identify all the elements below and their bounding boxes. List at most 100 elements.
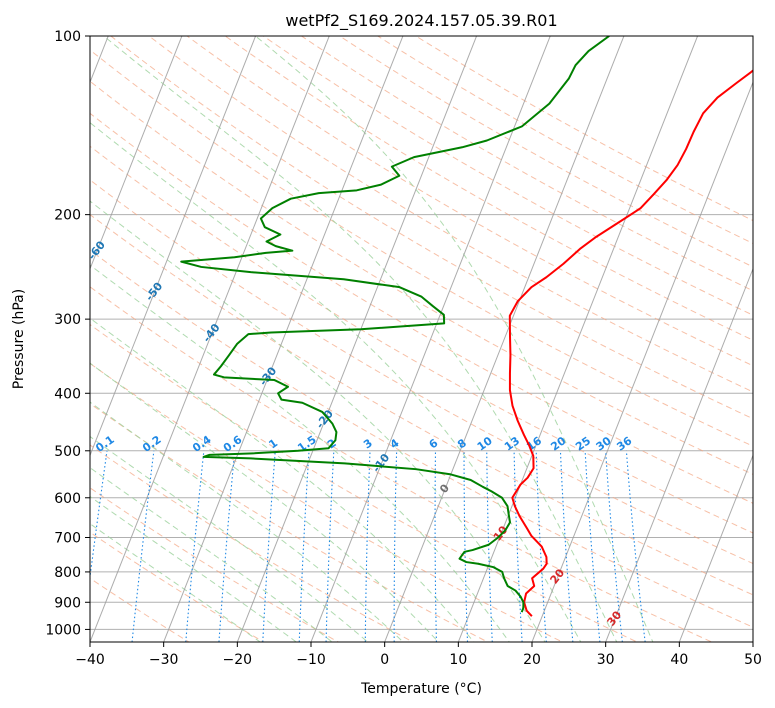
dry-adiabat [262,36,753,316]
mixing-ratio-line [364,450,371,642]
dry-adiabat [90,112,753,504]
dry-adiabat [414,36,753,222]
dry-adiabat [90,444,415,642]
isotherm-line [384,36,625,642]
moist-adiabat [90,435,369,642]
y-tick-label: 100 [54,29,81,45]
isotherm-line [605,267,753,642]
moist-adiabat [90,467,333,642]
isotherm-label: -70 [28,198,51,222]
mixing-ratio-line [486,450,493,642]
moist-adiabat [103,36,618,642]
y-tick-label: 200 [54,208,81,224]
mixing-ratio-label: 4 [388,436,402,451]
dry-adiabat [186,36,753,367]
dry-adiabat [90,323,639,642]
dry-adiabat [300,36,753,292]
x-tick-label: −10 [296,652,326,668]
isotherm-line [752,640,753,642]
moist-adiabat [90,523,262,642]
dry-adiabats [90,36,753,642]
chart-title: wetPf2_S169.2024.157.05.39.R01 [285,11,557,31]
mixing-ratio-label: 8 [455,436,469,451]
moist-adiabat [90,401,404,642]
isotherm-label: 0 [437,481,452,495]
y-tick-label: 400 [54,386,81,402]
mixing-ratio-line [434,450,437,642]
mixing-ratio-label: 3 [361,436,375,451]
y-tick-label: 800 [54,565,81,581]
dry-adiabat [90,402,489,642]
y-tick-label: 500 [54,444,81,460]
isotherm-line [90,36,257,457]
dewpoint-profile [180,36,610,613]
x-axis-label: Temperature (°C) [360,681,482,697]
y-tick-label: 900 [54,595,81,611]
dry-adiabat [90,286,713,642]
isotherm-line [163,36,404,642]
isotherm-line [236,36,478,642]
x-tick-label: 30 [597,652,615,668]
mixing-ratio-line [185,450,205,642]
y-tick-label: 600 [54,491,81,507]
moist-adiabat [90,317,475,642]
moist-adiabat [90,264,510,642]
dry-adiabat [90,49,753,447]
x-tick-label: 40 [670,652,688,668]
isotherm-line [678,454,753,642]
mixing-ratio-line [535,450,547,642]
dry-adiabat [90,80,753,475]
isotherm-line [457,36,699,642]
pressure-gridlines [90,36,753,630]
isotherm-line [310,36,551,642]
mixing-ratio-line [325,450,335,642]
moist-adiabat [255,36,654,642]
isotherm-label: -30 [257,364,280,388]
mixing-ratio-line [393,450,398,642]
x-tick-label: 20 [523,652,541,668]
mixing-ratio-label: 0.1 [93,433,116,455]
x-tick-label: −20 [223,652,253,668]
isotherm-label: -10 [370,451,393,475]
y-tick-label: 700 [54,531,81,547]
x-tick-label: 0 [380,652,389,668]
plot-area: 0.10.20.40.611.52346810131620253036-100-… [28,36,753,642]
moist-adiabat [90,495,298,642]
mixing-ratio-line [463,450,469,642]
dry-adiabat [224,36,753,341]
moist-adiabat [90,362,440,642]
mixing-ratio-lines [90,450,646,642]
isotherm-label: 20 [548,566,568,586]
dry-adiabat [376,36,753,245]
moist-adiabat [90,200,546,642]
x-tick-label: −40 [75,652,105,668]
temperature-profile [508,69,753,617]
dry-adiabat [90,249,753,628]
plot-frame [89,35,754,643]
dry-adiabat [110,36,753,420]
dry-adiabat [90,577,190,642]
isotherm-line [531,80,753,642]
dry-adiabat [90,362,564,642]
isotherm-label: -20 [314,407,337,431]
y-tick-label: 1000 [45,622,81,638]
y-tick-label: 300 [54,312,81,328]
y-axis: 1000 900 800 700 600 500 400 300 200 100 [45,29,90,638]
isotherm-label: -50 [143,280,166,304]
moist-adiabat [90,122,582,642]
mixing-ratio-label: 0.6 [221,433,245,455]
y-axis-label: Pressure (hPa) [11,289,27,389]
curve-labels: 0.10.20.40.611.52346810131620253036-100-… [28,198,635,628]
dry-adiabat [338,36,753,268]
isotherms [90,36,753,642]
isotherm-label: -60 [86,238,109,262]
sounding-profiles [180,36,753,617]
mixing-ratio-line [90,450,108,582]
dry-adiabat [90,531,265,642]
dry-adiabat [148,36,753,393]
isotherm-line [90,36,183,271]
mixing-ratio-label: 1 [266,436,280,451]
x-tick-label: 10 [449,652,467,668]
isotherm-line [90,36,330,642]
